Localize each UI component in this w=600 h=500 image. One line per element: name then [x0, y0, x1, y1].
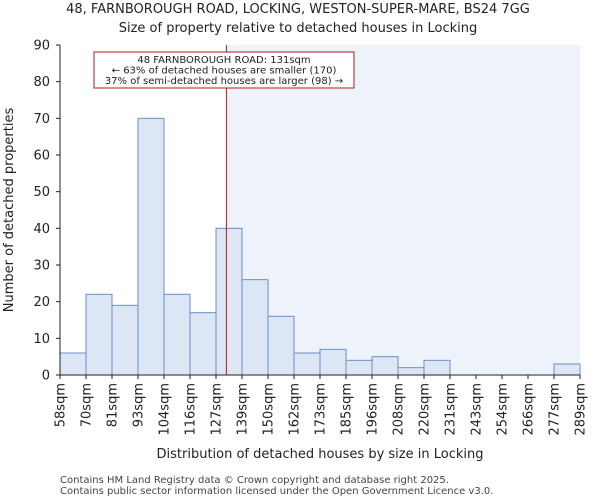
bar-185sqm [345, 359, 373, 376]
bar-277sqm [553, 363, 581, 376]
property-annotation: 48 FARNBOROUGH ROAD: 131sqm ← 63% of det… [93, 51, 355, 89]
x-axis-label: Distribution of detached houses by size … [157, 447, 484, 462]
y-tick-label-0: 0 [42, 369, 50, 384]
x-tick-label-162sqm: 162sqm [288, 383, 303, 436]
x-tick-label-185sqm: 185sqm [340, 383, 355, 436]
x-tick-label-139sqm: 139sqm [236, 383, 251, 436]
bar-81sqm [111, 304, 139, 376]
bar-139sqm [241, 279, 269, 376]
x-tick-label-231sqm: 231sqm [444, 383, 459, 436]
y-axis-label: Number of detached properties [2, 108, 17, 313]
x-tick-label-266sqm: 266sqm [522, 383, 537, 436]
x-tick-label-150sqm: 150sqm [262, 383, 277, 436]
footer-line-2: Contains public sector information licen… [60, 486, 493, 497]
x-tick-label-196sqm: 196sqm [366, 383, 381, 436]
x-tick-label-173sqm: 173sqm [314, 383, 329, 436]
bar-116sqm [189, 312, 217, 376]
bar-220sqm [423, 359, 451, 376]
footer-line-1: Contains HM Land Registry data © Crown c… [60, 475, 449, 486]
bar-93sqm [137, 117, 165, 376]
x-tick-label-220sqm: 220sqm [418, 383, 433, 436]
y-tick-label-20: 20 [33, 295, 50, 310]
annotation-line-3: 37% of semi-detached houses are larger (… [105, 76, 343, 87]
y-tick-label-70: 70 [33, 112, 50, 127]
x-tick-label-70sqm: 70sqm [80, 383, 95, 427]
chart-title: 48, FARNBOROUGH ROAD, LOCKING, WESTON-SU… [66, 2, 530, 17]
annotation-box [93, 51, 355, 89]
y-tick-label-30: 30 [33, 259, 50, 274]
bar-104sqm [163, 293, 191, 376]
x-tick-label-127sqm: 127sqm [210, 383, 225, 436]
x-axis-ticks: 58sqm 70sqm 81sqm 93sqm 104sqm 116sqm 127sqm 13… [54, 375, 589, 436]
x-tick-label-81sqm: 81sqm [106, 383, 121, 427]
annotation-line-2: ← 63% of detached houses are smaller (17… [112, 66, 337, 77]
bar-58sqm [59, 352, 87, 376]
y-tick-label-80: 80 [33, 75, 50, 90]
y-tick-label-10: 10 [33, 332, 50, 347]
y-tick-label-40: 40 [33, 222, 50, 237]
x-tick-label-58sqm: 58sqm [54, 383, 69, 427]
y-tick-label-60: 60 [33, 149, 50, 164]
bar-208sqm [397, 367, 425, 376]
bar-127sqm [215, 227, 243, 376]
chart-subtitle: Size of property relative to detached ho… [119, 21, 478, 36]
bar-196sqm [371, 356, 399, 376]
bar-series [59, 117, 581, 376]
y-tick-label-90: 90 [33, 39, 50, 54]
x-tick-label-277sqm: 277sqm [548, 383, 563, 436]
bar-173sqm [319, 348, 347, 376]
annotation-line-1: 48 FARNBOROUGH ROAD: 131sqm [137, 55, 310, 66]
x-tick-label-208sqm: 208sqm [392, 383, 407, 436]
x-tick-label-104sqm: 104sqm [158, 383, 173, 436]
x-tick-label-243sqm: 243sqm [470, 383, 485, 436]
y-axis-ticks: 0 10 20 30 40 50 60 70 80 90 [33, 39, 60, 384]
x-tick-label-116sqm: 116sqm [184, 383, 199, 436]
x-tick-label-289sqm: 289sqm [574, 383, 589, 436]
x-tick-label-93sqm: 93sqm [132, 383, 147, 427]
bar-150sqm [267, 315, 295, 376]
bar-162sqm [293, 352, 321, 376]
y-tick-label-50: 50 [33, 185, 50, 200]
x-tick-label-254sqm: 254sqm [496, 383, 511, 436]
bar-70sqm [85, 293, 113, 376]
